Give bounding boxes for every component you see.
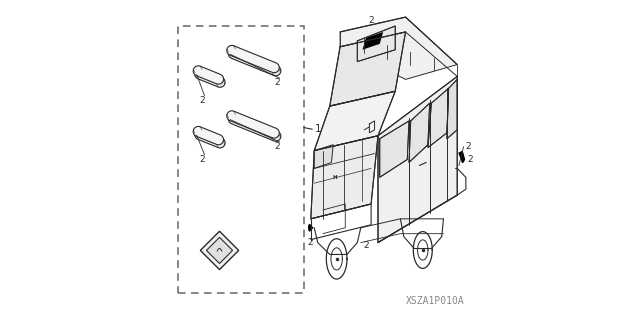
Polygon shape xyxy=(459,152,465,163)
Polygon shape xyxy=(409,103,429,162)
Polygon shape xyxy=(193,126,223,145)
Bar xyxy=(207,237,232,263)
Polygon shape xyxy=(311,136,378,219)
Polygon shape xyxy=(340,17,457,79)
Polygon shape xyxy=(227,45,279,73)
Bar xyxy=(200,231,239,270)
Polygon shape xyxy=(227,111,279,138)
Polygon shape xyxy=(447,79,457,139)
Polygon shape xyxy=(362,32,383,50)
Text: 2: 2 xyxy=(468,155,473,164)
Text: 2: 2 xyxy=(199,155,205,164)
Polygon shape xyxy=(195,69,225,87)
Text: 2: 2 xyxy=(363,241,369,250)
Polygon shape xyxy=(378,77,457,242)
Text: 2: 2 xyxy=(274,78,280,87)
Text: H: H xyxy=(333,175,337,180)
Text: XSZA1P010A: XSZA1P010A xyxy=(406,296,464,307)
Polygon shape xyxy=(314,91,396,151)
Text: 2: 2 xyxy=(199,96,205,105)
Text: 2: 2 xyxy=(274,142,280,151)
Polygon shape xyxy=(228,114,281,141)
Polygon shape xyxy=(330,32,406,106)
Polygon shape xyxy=(357,26,396,62)
Polygon shape xyxy=(428,88,449,148)
Polygon shape xyxy=(193,66,223,84)
Text: 2: 2 xyxy=(307,238,313,247)
Polygon shape xyxy=(195,130,225,148)
Polygon shape xyxy=(380,121,409,177)
Polygon shape xyxy=(228,48,281,76)
Polygon shape xyxy=(308,224,312,231)
Text: 2: 2 xyxy=(465,142,471,151)
Polygon shape xyxy=(314,145,333,168)
Text: 1: 1 xyxy=(315,124,321,134)
Text: 2: 2 xyxy=(368,16,374,25)
Bar xyxy=(178,26,304,293)
